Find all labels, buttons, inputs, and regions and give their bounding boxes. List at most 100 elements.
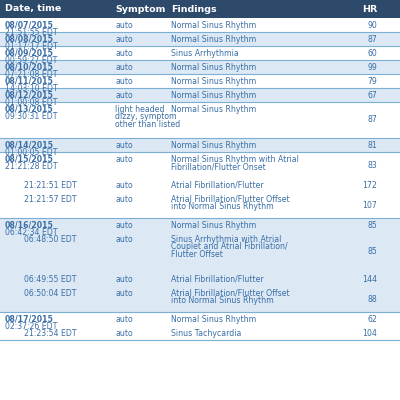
Text: 08/08/2015: 08/08/2015 bbox=[5, 34, 54, 44]
Text: auto: auto bbox=[115, 328, 133, 338]
Text: 21:23:54 EDT: 21:23:54 EDT bbox=[24, 328, 77, 338]
Text: 83: 83 bbox=[367, 160, 377, 170]
Bar bbox=[0, 18, 400, 32]
Bar bbox=[0, 32, 400, 46]
Text: auto: auto bbox=[115, 180, 133, 190]
Text: Normal Sinus Rhythm: Normal Sinus Rhythm bbox=[171, 34, 256, 44]
Text: 67: 67 bbox=[367, 90, 377, 100]
Text: 21:21:57 EDT: 21:21:57 EDT bbox=[24, 194, 77, 204]
Text: Atrial Fibrillation/Flutter Offset: Atrial Fibrillation/Flutter Offset bbox=[171, 194, 290, 204]
Text: 81: 81 bbox=[367, 140, 377, 150]
Text: 172: 172 bbox=[362, 180, 377, 190]
Text: other than listed: other than listed bbox=[115, 120, 180, 129]
Text: 08/09/2015: 08/09/2015 bbox=[5, 48, 54, 58]
Text: auto: auto bbox=[115, 76, 133, 86]
Text: Normal Sinus Rhythm: Normal Sinus Rhythm bbox=[171, 62, 256, 72]
Text: 00:59:27 EDT: 00:59:27 EDT bbox=[5, 56, 57, 65]
Text: 06:50:04 EDT: 06:50:04 EDT bbox=[24, 288, 76, 298]
Text: 06:48:50 EDT: 06:48:50 EDT bbox=[24, 234, 76, 244]
Bar bbox=[0, 312, 400, 326]
Text: 85: 85 bbox=[367, 248, 377, 256]
Text: auto: auto bbox=[115, 288, 133, 298]
Text: auto: auto bbox=[115, 194, 133, 204]
Text: 79: 79 bbox=[367, 76, 377, 86]
Text: 144: 144 bbox=[362, 274, 377, 284]
Text: 60: 60 bbox=[367, 48, 377, 58]
Text: Sinus Tachycardia: Sinus Tachycardia bbox=[171, 328, 241, 338]
Text: 21:21:51 EDT: 21:21:51 EDT bbox=[24, 180, 77, 190]
Bar bbox=[0, 326, 400, 340]
Bar bbox=[0, 286, 400, 312]
Text: auto: auto bbox=[115, 154, 133, 164]
Text: 08/11/2015: 08/11/2015 bbox=[5, 76, 54, 86]
Bar bbox=[0, 60, 400, 74]
Text: 01:00:05 EDT: 01:00:05 EDT bbox=[5, 148, 58, 157]
Text: auto: auto bbox=[115, 234, 133, 244]
Text: Symptom: Symptom bbox=[115, 4, 165, 14]
Text: 07:21:08 EDT: 07:21:08 EDT bbox=[5, 70, 58, 79]
Text: 08/13/2015: 08/13/2015 bbox=[5, 104, 54, 114]
Bar bbox=[0, 46, 400, 60]
Text: HR: HR bbox=[362, 4, 377, 14]
Text: 85: 85 bbox=[367, 220, 377, 230]
Text: auto: auto bbox=[115, 90, 133, 100]
Text: 02:37:26 EDT: 02:37:26 EDT bbox=[5, 322, 57, 331]
Text: into Normal Sinus Rhythm: into Normal Sinus Rhythm bbox=[171, 202, 274, 211]
Text: 21:51:55 EDT: 21:51:55 EDT bbox=[5, 28, 58, 37]
Text: 06:42:34 EDT: 06:42:34 EDT bbox=[5, 228, 58, 237]
Bar bbox=[0, 0, 400, 18]
Text: 21:21:28 EDT: 21:21:28 EDT bbox=[5, 162, 58, 171]
Text: Normal Sinus Rhythm: Normal Sinus Rhythm bbox=[171, 220, 256, 230]
Text: 08/07/2015: 08/07/2015 bbox=[5, 20, 54, 30]
Text: 09:30:31 EDT: 09:30:31 EDT bbox=[5, 112, 58, 121]
Bar bbox=[0, 232, 400, 272]
Text: Normal Sinus Rhythm with Atrial: Normal Sinus Rhythm with Atrial bbox=[171, 154, 299, 164]
Text: Atrial Fibrillation/Flutter Offset: Atrial Fibrillation/Flutter Offset bbox=[171, 288, 290, 298]
Text: 62: 62 bbox=[367, 314, 377, 324]
Text: 87: 87 bbox=[367, 34, 377, 44]
Text: 08/17/2015: 08/17/2015 bbox=[5, 314, 54, 324]
Text: into Normal Sinus Rhythm: into Normal Sinus Rhythm bbox=[171, 296, 274, 305]
Text: Atrial Fibrillation/Flutter: Atrial Fibrillation/Flutter bbox=[171, 180, 264, 190]
Text: Fibrillation/Flutter Onset: Fibrillation/Flutter Onset bbox=[171, 162, 266, 171]
Text: 08/16/2015: 08/16/2015 bbox=[5, 220, 54, 230]
Text: auto: auto bbox=[115, 140, 133, 150]
Text: 01:17:17 EDT: 01:17:17 EDT bbox=[5, 42, 58, 51]
Bar bbox=[0, 74, 400, 88]
Bar bbox=[0, 340, 400, 400]
Text: 87: 87 bbox=[367, 116, 377, 124]
Text: light headed: light headed bbox=[115, 104, 164, 114]
Text: 88: 88 bbox=[367, 294, 377, 304]
Text: auto: auto bbox=[115, 34, 133, 44]
Text: Flutter Offset: Flutter Offset bbox=[171, 250, 223, 259]
Bar bbox=[0, 138, 400, 152]
Text: Date, time: Date, time bbox=[5, 4, 61, 14]
Text: Findings: Findings bbox=[171, 4, 217, 14]
Text: Normal Sinus Rhythm: Normal Sinus Rhythm bbox=[171, 76, 256, 86]
Text: 08/14/2015: 08/14/2015 bbox=[5, 140, 54, 150]
Text: Normal Sinus Rhythm: Normal Sinus Rhythm bbox=[171, 20, 256, 30]
Text: 08/10/2015: 08/10/2015 bbox=[5, 62, 54, 72]
Bar bbox=[0, 178, 400, 192]
Text: Atrial Fibrillation/Flutter: Atrial Fibrillation/Flutter bbox=[171, 274, 264, 284]
Text: Sinus Arrhythmia: Sinus Arrhythmia bbox=[171, 48, 239, 58]
Text: Normal Sinus Rhythm: Normal Sinus Rhythm bbox=[171, 104, 256, 114]
Text: 08/15/2015: 08/15/2015 bbox=[5, 154, 54, 164]
Bar bbox=[0, 192, 400, 218]
Bar bbox=[0, 218, 400, 232]
Text: 90: 90 bbox=[367, 20, 377, 30]
Text: dizzy, symptom: dizzy, symptom bbox=[115, 112, 177, 121]
Text: 08/12/2015: 08/12/2015 bbox=[5, 90, 54, 100]
Text: auto: auto bbox=[115, 20, 133, 30]
Text: Normal Sinus Rhythm: Normal Sinus Rhythm bbox=[171, 140, 256, 150]
Text: auto: auto bbox=[115, 220, 133, 230]
Text: 107: 107 bbox=[362, 200, 377, 210]
Bar bbox=[0, 88, 400, 102]
Text: Normal Sinus Rhythm: Normal Sinus Rhythm bbox=[171, 90, 256, 100]
Bar bbox=[0, 152, 400, 178]
Text: 01:00:08 EDT: 01:00:08 EDT bbox=[5, 98, 58, 107]
Bar bbox=[0, 102, 400, 138]
Text: Normal Sinus Rhythm: Normal Sinus Rhythm bbox=[171, 314, 256, 324]
Text: 06:49:55 EDT: 06:49:55 EDT bbox=[24, 274, 76, 284]
Text: Sinus Arrhythmia with Atrial: Sinus Arrhythmia with Atrial bbox=[171, 234, 281, 244]
